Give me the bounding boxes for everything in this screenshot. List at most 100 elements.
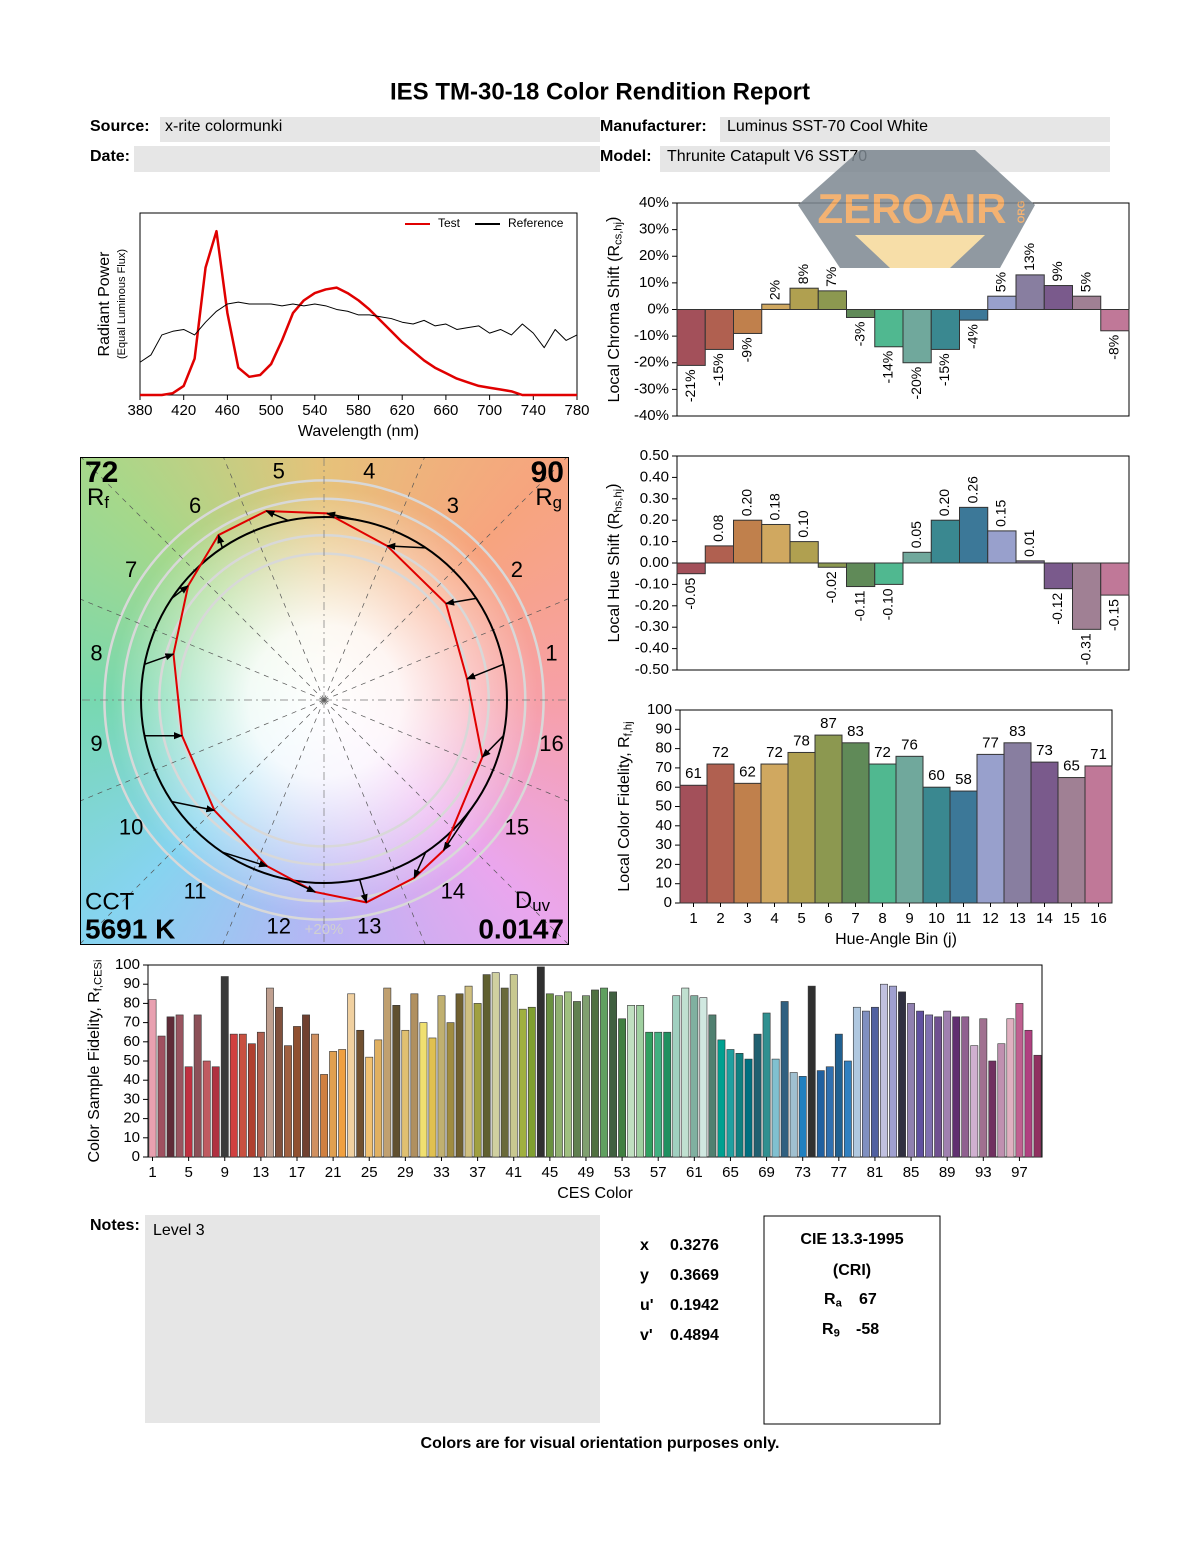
y-tick-label: 70: [655, 759, 672, 776]
bar: [157, 1035, 166, 1158]
x-tick-label: 13: [253, 1164, 270, 1181]
value-label: 87: [820, 715, 837, 732]
y-tick-label: -0.40: [635, 640, 669, 657]
rf-label-part: f: [104, 493, 109, 512]
bar: [789, 541, 819, 564]
shift-arrow: [171, 800, 216, 813]
x-tick-label: 420: [171, 402, 196, 419]
x-tick-label: 580: [346, 402, 371, 419]
bar: [1024, 1029, 1033, 1158]
bar: [1072, 295, 1102, 310]
shift-arrow: [287, 878, 316, 893]
y-tick-label: -30%: [634, 380, 669, 397]
rg-label-part: R: [535, 484, 552, 511]
x-tick-label: 73: [794, 1164, 811, 1181]
bar: [545, 993, 554, 1158]
bar: [600, 987, 608, 1158]
x-tick-label: 740: [521, 402, 546, 419]
bar: [959, 506, 989, 564]
value-label: -0.12: [1049, 592, 1065, 624]
bar: [949, 790, 978, 904]
value-label: 0.20: [936, 489, 952, 516]
bar: [733, 519, 763, 564]
bar: [846, 309, 876, 318]
value-label: -14%: [880, 351, 896, 384]
y-tick-label: -20%: [634, 354, 669, 371]
y-axis-label-part: cs,hj: [612, 222, 624, 245]
y-tick-label: 80: [123, 994, 140, 1011]
cct-value: 5691 K: [85, 913, 175, 944]
value-label: 0.05: [908, 521, 924, 548]
bar: [1003, 742, 1032, 904]
value-label: 61: [685, 765, 702, 782]
bar: [699, 997, 708, 1158]
bar: [814, 734, 843, 904]
y-tick-label: 10: [123, 1129, 140, 1146]
bar: [365, 1056, 374, 1158]
bar: [717, 1039, 726, 1158]
value-label: 0.18: [767, 493, 783, 520]
bar: [780, 1001, 789, 1158]
chromaticity-value: 0.1942: [670, 1297, 719, 1314]
bar: [654, 1031, 663, 1158]
value-label: -20%: [908, 367, 924, 400]
bar: [762, 1012, 771, 1158]
cri-r9-label-part: 9: [834, 1327, 840, 1339]
bar: [392, 1005, 401, 1158]
bar: [735, 1053, 744, 1158]
bar: [1033, 1054, 1042, 1158]
bar: [347, 993, 356, 1158]
y-tick-label: -0.30: [635, 618, 669, 635]
bar: [618, 1018, 627, 1158]
y-tick-label: 40: [123, 1071, 140, 1088]
duv-value: 0.0147: [478, 913, 564, 944]
field-value: Thrunite Catapult V6 SST70: [667, 148, 867, 165]
bar: [676, 309, 706, 366]
value-label: -0.31: [1077, 633, 1093, 665]
y-tick-label: 0%: [647, 300, 669, 317]
x-tick-label: 780: [564, 402, 589, 419]
reference-circle: [140, 516, 508, 884]
legend-label: Test: [438, 216, 461, 230]
value-label: -0.15: [1106, 599, 1122, 631]
value-label: -21%: [682, 369, 698, 402]
bar: [789, 1072, 798, 1158]
x-tick-label: 11: [956, 910, 972, 927]
bar: [798, 1076, 807, 1158]
bar: [930, 309, 960, 350]
value-label: 72: [874, 744, 891, 761]
shift-arrow: [217, 534, 225, 549]
cri-ra-value: 67: [859, 1291, 877, 1308]
bar: [843, 1060, 852, 1158]
bar: [311, 1033, 319, 1158]
bar: [761, 303, 791, 310]
shift-arrow: [481, 735, 505, 758]
bar: [761, 523, 791, 564]
x-tick-label: 61: [686, 1164, 703, 1181]
x-tick-label: 540: [302, 402, 327, 419]
value-label: -0.05: [682, 577, 698, 609]
y-axis-label: Color Sample Fidelity, Rf,CESi: [86, 959, 104, 1162]
x-tick-label: 33: [433, 1164, 450, 1181]
y-tick-label: 20: [123, 1110, 140, 1127]
y-tick-label: -0.10: [635, 575, 669, 592]
bar: [880, 983, 888, 1158]
bar: [446, 1022, 455, 1158]
x-tick-label: 97: [1011, 1164, 1028, 1181]
bar: [861, 1010, 870, 1158]
value-label: 5%: [993, 272, 1009, 292]
field-label: Manufacturer:: [600, 118, 707, 135]
bar: [760, 763, 789, 904]
bar: [455, 993, 464, 1158]
y-axis-label: Local Chroma Shift (Rcs,hj): [605, 217, 625, 403]
bin-boundary: [323, 699, 426, 944]
chromaticity-value: 0.3276: [670, 1237, 719, 1254]
x-tick-label: 1: [689, 910, 697, 927]
x-tick-label: 81: [867, 1164, 884, 1181]
bin-boundary: [81, 598, 325, 701]
rf-label: Rf: [87, 484, 109, 512]
notes-box: [145, 1215, 600, 1423]
rg-label-part: g: [553, 493, 562, 512]
value-label: 76: [901, 736, 918, 753]
y-tick-label: 20%: [639, 247, 669, 264]
